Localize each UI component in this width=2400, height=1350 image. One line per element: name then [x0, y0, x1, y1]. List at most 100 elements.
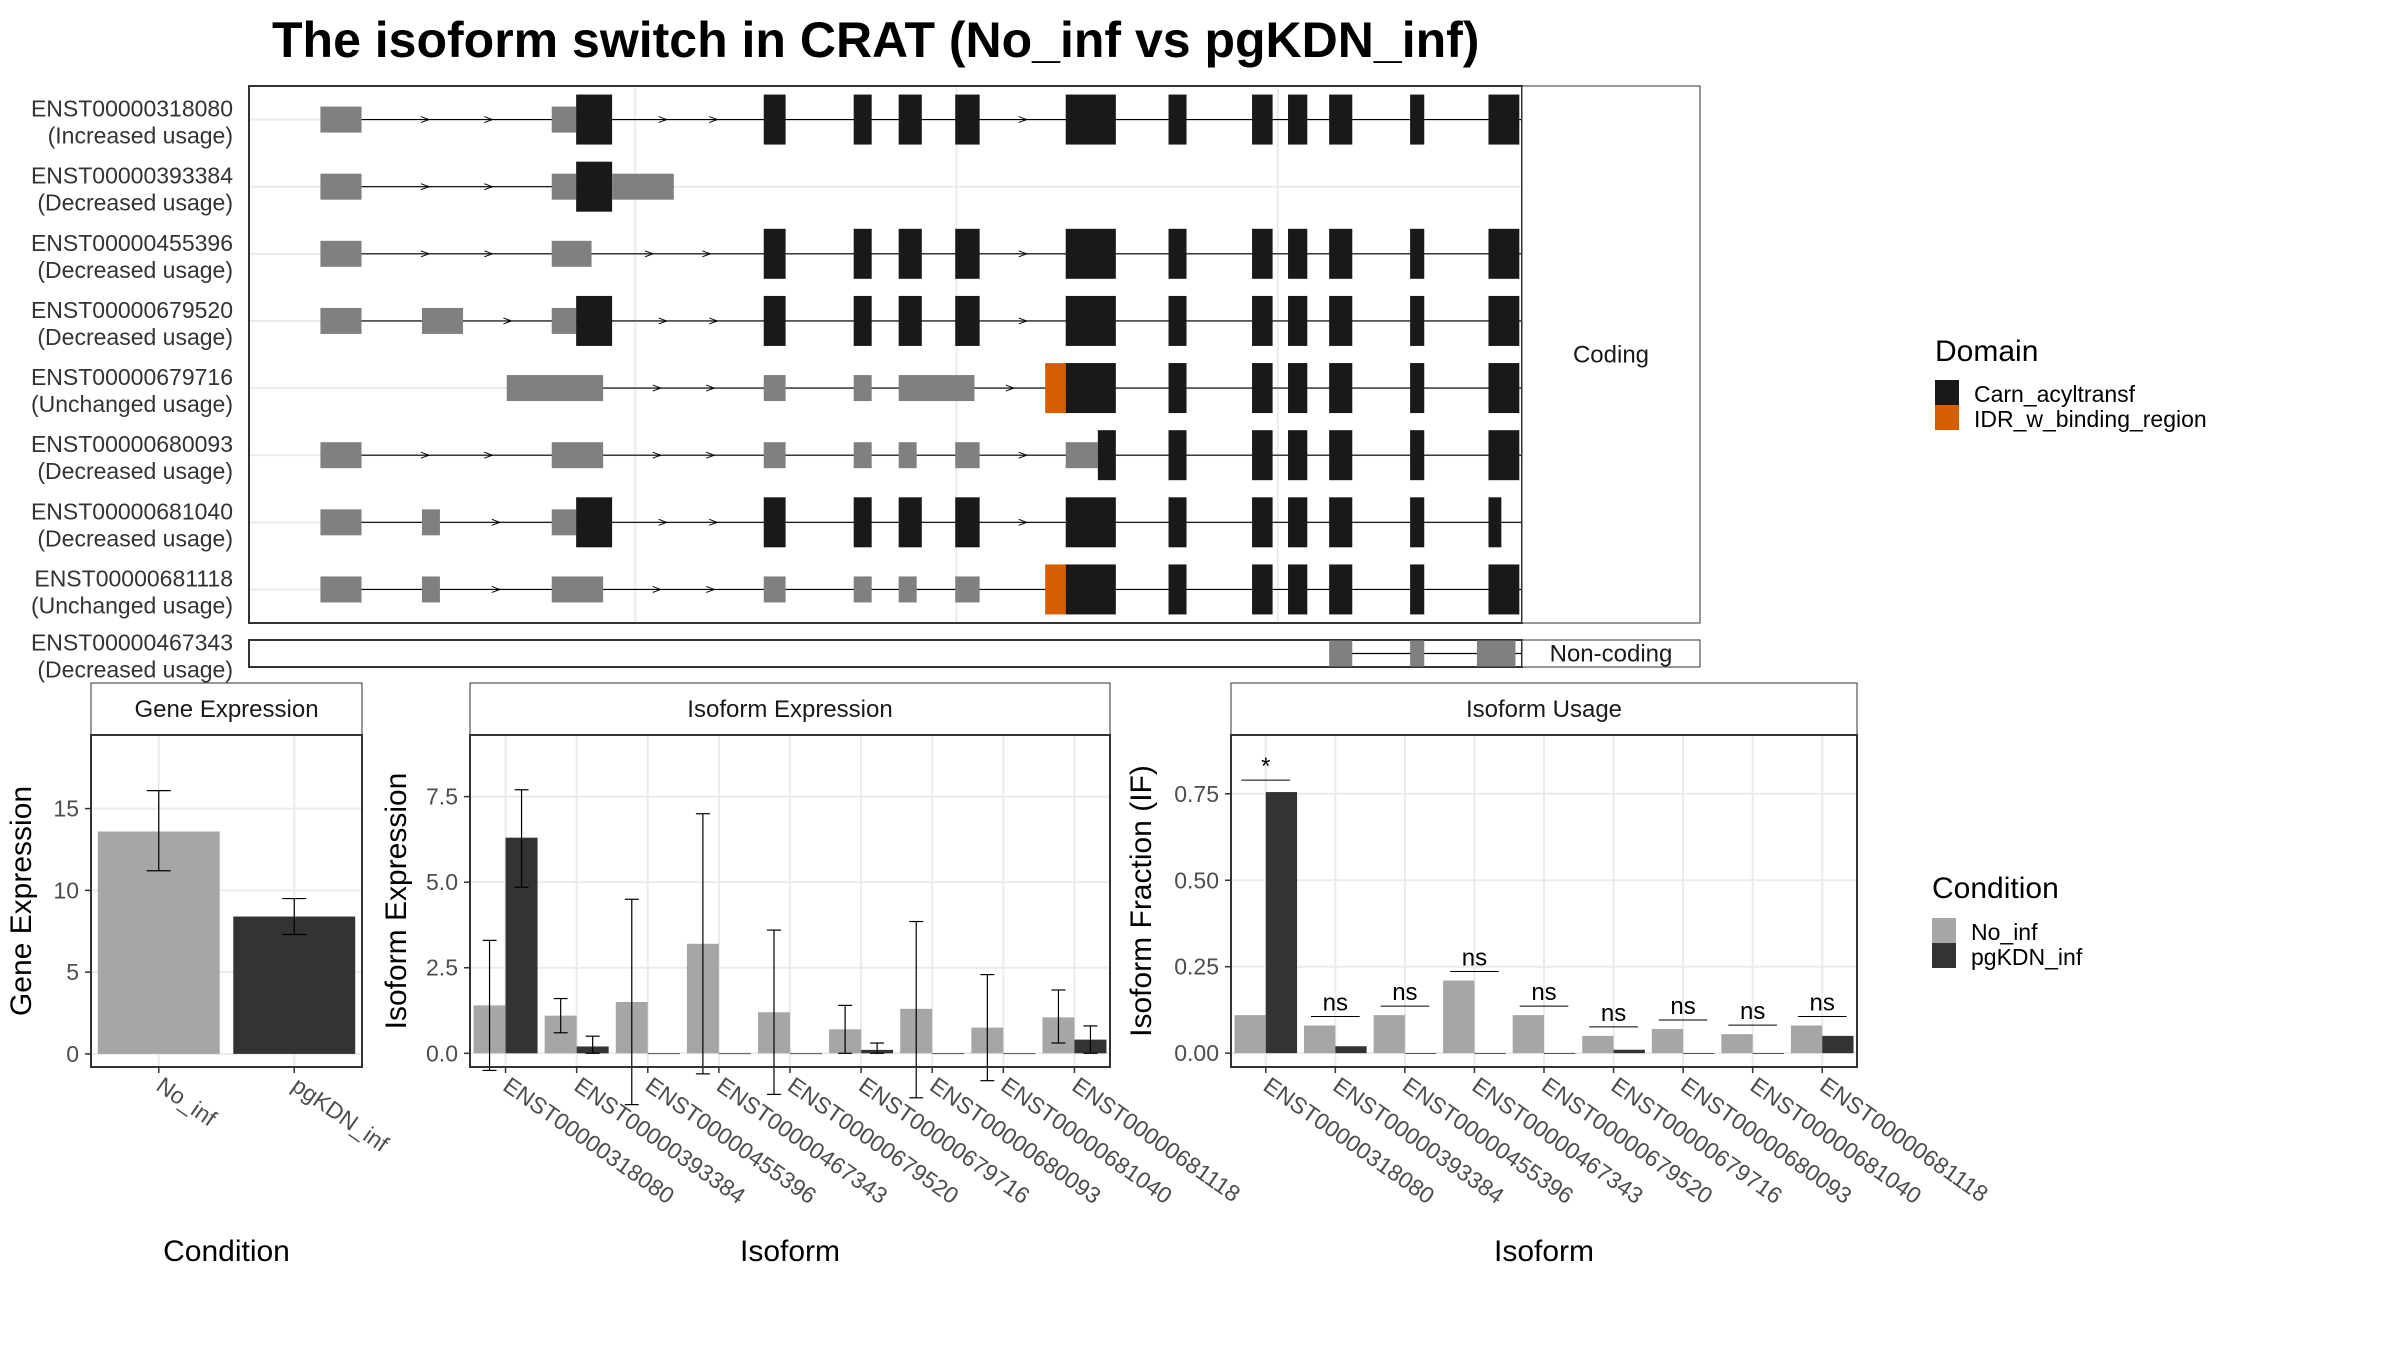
bar-enst00000318080-pgkdn-inf [1265, 792, 1298, 1054]
utr-exon [551, 106, 577, 133]
intron-arrow [1018, 116, 1029, 124]
significance-label: ns [1462, 945, 1487, 972]
x-tick-label: No_inf [152, 1072, 222, 1132]
x-tick-label: pgKDN_inf [287, 1072, 394, 1157]
carn-domain-exon [1329, 228, 1353, 279]
y-tick-label: 5.0 [426, 869, 458, 895]
y-tick-label: 0.25 [1174, 954, 1219, 980]
utr-exon [320, 442, 362, 469]
carn-domain-exon [1168, 497, 1187, 548]
carn-domain-exon [1410, 363, 1425, 414]
utr-exon [551, 307, 577, 334]
y-tick-label: 0.75 [1174, 781, 1219, 807]
bar-enst00000679716-no-inf [1582, 1035, 1614, 1054]
condition-legend: Condition No_inf pgKDN_inf [1932, 872, 2083, 970]
bar-enst00000681040-pgkdn-inf [1752, 1053, 1784, 1054]
y-tick-label: 7.5 [426, 784, 458, 810]
isoform-track-enst00000679520 [320, 295, 1644, 346]
bar-enst00000393384-pgkdn-inf [1335, 1046, 1367, 1054]
carn-domain-exon [1329, 363, 1353, 414]
domain-legend: Domain Carn_acyltransf IDR_w_binding_reg… [1935, 335, 2207, 432]
y-tick-label: 0.0 [426, 1040, 458, 1066]
bar-enst00000679716-pgkdn-inf [1613, 1049, 1645, 1054]
legend-label-carn-acyltransf: Carn_acyltransf [1974, 381, 2136, 407]
utr-exon [763, 576, 786, 603]
y-tick-label: 10 [53, 877, 79, 903]
utr-exon [320, 173, 362, 200]
carn-domain-exon [1168, 363, 1187, 414]
intron-arrow [1018, 317, 1029, 325]
isoform-label: ENST00000393384 [31, 163, 233, 189]
carn-domain-exon [1065, 295, 1116, 346]
carn-domain-exon [1488, 564, 1520, 615]
utr-exon [551, 173, 577, 200]
utr-exon [763, 442, 786, 469]
intron-arrow [658, 518, 669, 526]
bar-enst00000679520-pgkdn-inf [1544, 1053, 1576, 1054]
legend-label-no-inf: No_inf [1971, 919, 2038, 945]
bar-enst00000467343-pgkdn-inf [718, 1053, 751, 1055]
bar-enst00000681040-no-inf [1721, 1034, 1753, 1054]
bar-enst00000455396-pgkdn-inf [1404, 1053, 1437, 1054]
carn-domain-exon [1488, 94, 1520, 145]
panel-strip [469, 682, 1111, 736]
utr-exon [320, 240, 362, 267]
carn-domain-exon [955, 94, 980, 145]
transcript-structure-panel: ENST00000318080(Increased usage) ENST0000… [31, 85, 1701, 683]
isoform-usage-label: (Decreased usage) [37, 324, 233, 350]
x-axis-title: Condition [163, 1235, 290, 1268]
intron-arrow [491, 518, 502, 526]
utr-exon [853, 442, 872, 469]
carn-domain-exon [763, 497, 786, 548]
isoform-label: ENST00000467343 [31, 630, 233, 656]
carn-domain-exon [1329, 94, 1353, 145]
carn-domain-exon [853, 497, 872, 548]
carn-domain-exon [1168, 228, 1187, 279]
carn-domain-exon [1065, 564, 1116, 615]
carn-domain-exon [1410, 94, 1425, 145]
panel-strip-title: Isoform Expression [687, 696, 892, 723]
bar-enst00000467343-pgkdn-inf [1474, 1053, 1506, 1054]
carn-domain-exon [763, 228, 786, 279]
x-axis-title: Isoform [1494, 1235, 1594, 1268]
intron-arrow [658, 317, 669, 325]
carn-domain-exon [853, 94, 872, 145]
utr-exon [1410, 640, 1425, 667]
y-tick-label: 0.00 [1174, 1040, 1219, 1066]
carn-domain-exon [1168, 295, 1187, 346]
utr-exon [320, 509, 362, 536]
carn-domain-exon [898, 94, 922, 145]
utr-exon [763, 375, 786, 402]
isoform-usage-label: (Decreased usage) [37, 657, 233, 683]
carn-domain-exon [1252, 94, 1273, 145]
condition-legend-title: Condition [1932, 872, 2059, 905]
intron-arrow [420, 451, 431, 459]
bar-enst00000681118-no-inf [1790, 1025, 1823, 1054]
utr-exon [898, 442, 917, 469]
intron-arrow [709, 518, 719, 526]
significance-label: ns [1531, 979, 1556, 1006]
panel-border [469, 734, 1111, 1068]
carn-domain-exon [1252, 363, 1273, 414]
significance-label: ns [1323, 990, 1348, 1017]
plot-title: The isoform switch in CRAT (No_inf vs pg… [272, 12, 1479, 68]
significance-label: ns [1810, 990, 1835, 1017]
utr-exon [1476, 640, 1516, 667]
carn-domain-exon [1288, 497, 1308, 548]
utr-exon [551, 442, 604, 469]
isoform-track-enst00000393384 [320, 161, 674, 212]
carn-domain-exon [1252, 564, 1273, 615]
intron-arrow [709, 116, 719, 124]
isoform-usage-label: (Unchanged usage) [31, 391, 233, 417]
intron-arrow [709, 317, 719, 325]
carn-domain-exon [763, 94, 786, 145]
carn-domain-exon [1252, 228, 1273, 279]
bar-pgkdn-inf-pgkdn-inf [233, 916, 356, 1054]
coding-strip [1521, 85, 1701, 624]
carn-domain-exon [853, 295, 872, 346]
carn-domain-exon [1410, 497, 1425, 548]
noncoding-strip-label: Non-coding [1550, 641, 1673, 668]
carn-domain-exon [1288, 564, 1308, 615]
isoform-label: ENST00000318080 [31, 96, 233, 122]
